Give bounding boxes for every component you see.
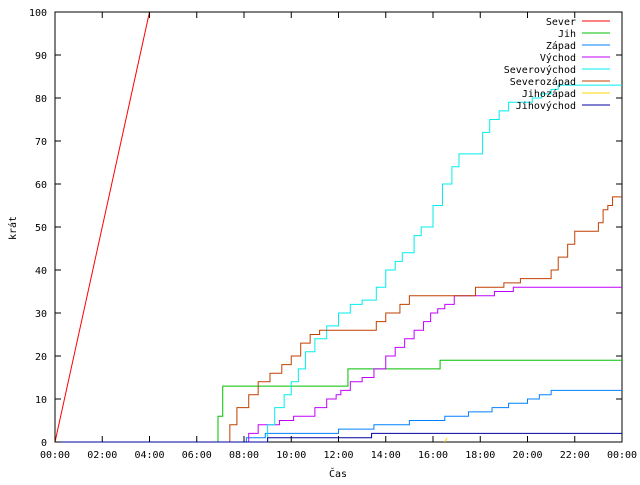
series-line-3: [55, 389, 622, 443]
series-line-5: [55, 84, 622, 443]
series-line-6: [55, 196, 622, 443]
legend-label: Jih: [558, 29, 576, 40]
y-tick-label: 40: [35, 266, 47, 277]
x-axis-label: Čas: [329, 467, 347, 480]
x-tick-label: 04:00: [134, 450, 164, 461]
legend-label: Sever: [546, 17, 576, 28]
y-tick-label: 10: [35, 395, 47, 406]
legend-label: Východ: [540, 52, 576, 64]
y-axis-label: krát: [7, 216, 19, 240]
series-line-1: [54, 11, 150, 443]
x-tick-label: 08:00: [229, 450, 259, 461]
y-tick-label: 0: [41, 438, 47, 449]
x-tick-label: 20:00: [512, 450, 542, 461]
y-tick-label: 30: [35, 309, 47, 320]
axes: 00:00 02:00 04:00 06:00 08:00 10:00 12:00 14:00…: [29, 8, 637, 461]
y-tick-label: 50: [35, 223, 47, 234]
legend-label: Severozápad: [510, 76, 576, 88]
x-tick-label: 18:00: [465, 450, 495, 461]
series-lines: [54, 11, 622, 443]
y-tick-label: 90: [35, 51, 47, 62]
legend: SeverJihZápadVýchodSeverovýchodSeverozáp…: [504, 17, 610, 112]
x-tick-label: 22:00: [560, 450, 590, 461]
x-tick-label: 10:00: [276, 450, 306, 461]
x-tick-label: 00:00: [607, 450, 637, 461]
series-line-8: [55, 432, 622, 443]
series-line-7: [444, 437, 448, 443]
y-tick-label: 60: [35, 180, 47, 191]
x-tick-label: 02:00: [87, 450, 117, 461]
x-tick-label: 14:00: [371, 450, 401, 461]
y-tick-label: 100: [29, 8, 47, 19]
y-tick-label: 80: [35, 94, 47, 105]
series-line-4: [55, 286, 622, 443]
x-tick-label: 16:00: [418, 450, 448, 461]
x-tick-label: 06:00: [182, 450, 212, 461]
legend-label: Jihozápad: [522, 88, 576, 100]
x-tick-label: 12:00: [323, 450, 353, 461]
legend-label: Západ: [546, 40, 576, 52]
x-tick-label: 00:00: [40, 450, 70, 461]
legend-label: Jihovýchod: [516, 100, 576, 112]
y-tick-label: 20: [35, 352, 47, 363]
legend-label: Severovýchod: [504, 64, 576, 76]
y-tick-label: 70: [35, 137, 47, 148]
